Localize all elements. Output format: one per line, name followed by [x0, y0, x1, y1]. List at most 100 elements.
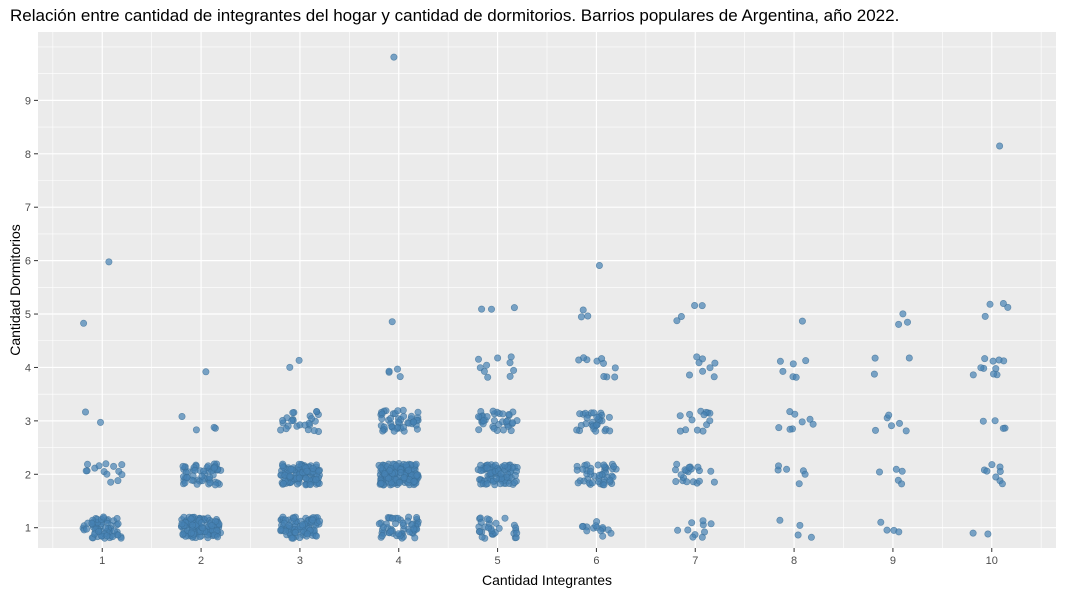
data-point	[895, 320, 903, 328]
y-axis-title: Cantidad Dormitorios	[7, 224, 23, 356]
data-point	[315, 467, 323, 475]
data-point	[84, 460, 92, 468]
data-point	[379, 427, 387, 435]
data-point	[495, 524, 503, 532]
data-point	[706, 364, 714, 372]
data-point	[989, 357, 997, 365]
data-point	[895, 528, 903, 536]
data-point	[999, 299, 1007, 307]
data-point	[1004, 303, 1012, 311]
data-point	[178, 412, 186, 420]
data-point	[691, 301, 699, 309]
data-point	[291, 528, 299, 536]
data-point	[986, 300, 994, 308]
data-point	[377, 464, 385, 472]
data-point	[677, 312, 685, 320]
data-point	[992, 473, 1000, 481]
data-point	[577, 313, 585, 321]
data-point	[995, 356, 1003, 364]
data-point	[579, 465, 587, 473]
data-point	[807, 533, 815, 541]
minor-grid	[38, 32, 1056, 548]
data-point	[385, 367, 393, 375]
data-point	[187, 529, 195, 537]
data-point	[776, 357, 784, 365]
data-point	[501, 514, 509, 522]
data-point	[483, 480, 491, 488]
data-point	[606, 427, 614, 435]
data-point	[710, 373, 718, 381]
data-point	[487, 305, 495, 313]
data-point	[286, 472, 294, 480]
data-point	[290, 514, 298, 522]
data-point	[699, 517, 707, 525]
data-point	[478, 305, 486, 313]
data-point	[510, 366, 518, 374]
data-point	[303, 530, 311, 538]
data-point	[279, 479, 287, 487]
data-point	[593, 421, 601, 429]
data-point	[673, 460, 681, 468]
data-point	[204, 462, 212, 470]
data-point	[400, 412, 408, 420]
data-point	[593, 413, 601, 421]
x-tick-label: 3	[297, 555, 303, 567]
data-point	[410, 477, 418, 485]
data-point	[586, 467, 594, 475]
data-point	[178, 520, 186, 528]
data-point	[578, 522, 586, 530]
data-point	[313, 407, 321, 415]
data-point	[905, 354, 913, 362]
data-point	[798, 317, 806, 325]
data-point	[478, 533, 486, 541]
data-point	[306, 481, 314, 489]
data-point	[989, 370, 997, 378]
data-point	[775, 424, 783, 432]
data-point	[375, 520, 383, 528]
data-point	[489, 407, 497, 415]
data-point	[607, 529, 615, 537]
data-point	[480, 417, 488, 425]
data-point	[202, 368, 210, 376]
data-point	[499, 426, 507, 434]
data-point	[707, 467, 715, 475]
data-point	[698, 533, 706, 541]
x-tick-label: 8	[791, 555, 797, 567]
data-point	[597, 527, 605, 535]
data-point	[285, 521, 293, 529]
data-point	[688, 519, 696, 527]
data-point	[583, 461, 591, 469]
x-tick-label: 7	[692, 555, 698, 567]
data-point	[776, 516, 784, 524]
data-point	[579, 306, 587, 314]
data-point	[794, 531, 802, 539]
data-point	[189, 521, 197, 529]
data-point	[877, 518, 885, 526]
data-point	[474, 413, 482, 421]
data-point	[984, 530, 992, 538]
data-point	[695, 477, 703, 485]
data-point	[395, 530, 403, 538]
y-axis: 1 2 3 4 5 6 7 8 9	[25, 95, 38, 535]
data-point	[573, 426, 581, 434]
data-point	[510, 479, 518, 487]
x-tick-label: 1	[99, 555, 105, 567]
data-point	[686, 410, 694, 418]
data-point	[278, 462, 286, 470]
data-point	[887, 422, 895, 430]
data-point	[490, 424, 498, 432]
data-point	[410, 525, 418, 533]
data-point	[798, 418, 806, 426]
data-point	[279, 416, 287, 424]
data-point	[806, 415, 814, 423]
data-point	[870, 370, 878, 378]
data-point	[107, 478, 115, 486]
data-point	[786, 408, 794, 416]
data-point	[979, 417, 987, 425]
data-point	[510, 304, 518, 312]
data-point	[179, 530, 187, 538]
x-axis: 1 2 3 4 5 6 7 8 9 10	[99, 548, 998, 567]
data-point	[302, 474, 310, 482]
data-point	[308, 516, 316, 524]
data-point	[477, 467, 485, 475]
